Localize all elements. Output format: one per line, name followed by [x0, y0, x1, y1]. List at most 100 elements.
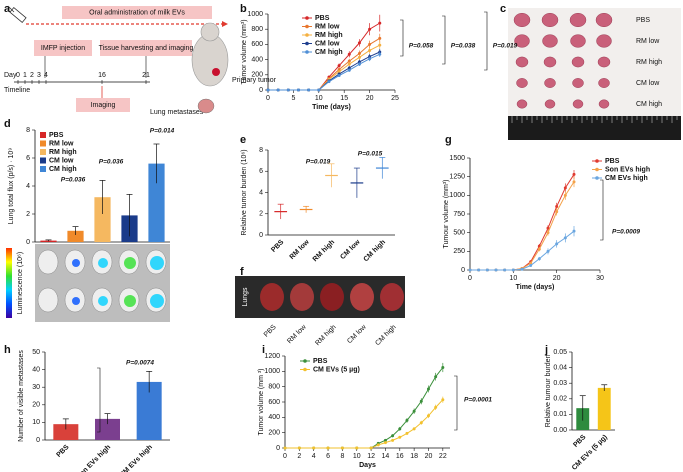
tumor: [570, 34, 586, 48]
y-tick-label: 800: [268, 384, 280, 391]
y-tick-label: 0.00: [553, 427, 567, 434]
y-tick-label: 4: [26, 183, 30, 190]
significance-bracket: [400, 19, 404, 57]
point: [307, 88, 311, 92]
y-axis-label: Relative tumor burden (10⁶): [241, 149, 248, 235]
legend-swatch: [40, 140, 46, 147]
point: [283, 446, 287, 450]
imaging-box: [76, 98, 130, 112]
x-tick-label: 10: [315, 95, 323, 102]
point: [391, 438, 395, 442]
x-tick-label: 20: [425, 453, 433, 460]
x-axis-label: Days: [359, 462, 376, 469]
x-tick-label: 2: [297, 453, 301, 460]
legend-label: RM low: [49, 140, 74, 147]
signal: [124, 295, 136, 307]
point: [503, 268, 507, 272]
day-number: 1: [23, 72, 27, 79]
point: [529, 261, 533, 265]
annotation: P=0.038: [451, 43, 476, 50]
y-tick-label: 400: [251, 56, 263, 63]
day-text: Day: [4, 72, 17, 79]
y-tick-label: 250: [453, 248, 465, 255]
bar: [597, 387, 611, 430]
point: [426, 414, 430, 418]
legend-marker: [595, 159, 599, 163]
panel-label: a: [4, 3, 11, 15]
point: [357, 55, 361, 59]
legend-marker: [305, 16, 309, 20]
signal: [98, 258, 108, 268]
tumor: [598, 78, 610, 88]
signal: [98, 296, 108, 306]
point: [340, 446, 344, 450]
annotation: P=0.014: [150, 128, 175, 135]
point: [572, 172, 576, 176]
point: [563, 193, 567, 197]
series-line: [268, 53, 380, 91]
significance-bracket: [454, 375, 458, 431]
x-tick-label: 16: [396, 453, 404, 460]
point: [419, 421, 423, 425]
annotation: P=0.019: [493, 43, 518, 50]
x-tick-label: 18: [410, 453, 418, 460]
point: [347, 68, 351, 72]
tumor: [572, 78, 584, 88]
legend-label: CM low: [315, 40, 340, 47]
day-number: 4: [44, 72, 48, 79]
bar: [67, 230, 84, 242]
y-tick-label: 40: [32, 366, 40, 373]
point: [434, 405, 438, 409]
point: [368, 57, 372, 61]
y-tick-label: 30: [32, 384, 40, 391]
point: [537, 247, 541, 251]
legend-label: Son EVs high: [605, 166, 650, 173]
point: [441, 398, 445, 402]
tumor: [513, 12, 531, 28]
lung-sample: [320, 283, 344, 311]
y-tick-label: 6: [26, 155, 30, 162]
bar: [95, 418, 120, 440]
annotation: P=0.036: [61, 177, 86, 184]
day-number: 16: [98, 72, 106, 79]
y-tick-label: 1250: [449, 174, 465, 181]
point: [477, 268, 481, 272]
tumor-label: PBS: [636, 17, 650, 24]
tumor: [514, 34, 530, 48]
y-axis-label: Relative tumour burden: [545, 355, 552, 428]
point: [347, 52, 351, 56]
panel-label: b: [240, 3, 247, 15]
annotation: P=0.058: [409, 43, 434, 50]
point: [529, 264, 533, 268]
y-tick-label: 4: [259, 189, 263, 196]
y-tick-label: 1000: [247, 11, 263, 18]
x-tick-label: 22: [439, 453, 447, 460]
point: [546, 249, 550, 253]
legend-label: RM high: [315, 32, 343, 39]
y-tick-label: 2: [26, 211, 30, 218]
tumor: [542, 34, 558, 48]
oral-box: [62, 6, 212, 19]
lung-sample: [380, 283, 404, 311]
tumor-label: RM high: [636, 59, 662, 66]
y-tick-label: 500: [453, 230, 465, 237]
point: [357, 52, 361, 56]
harvest-box: [100, 40, 192, 56]
panel-label: f: [240, 266, 244, 278]
point: [383, 438, 387, 442]
legend-marker: [595, 167, 599, 172]
y-tick-label: 600: [268, 399, 280, 406]
signal: [72, 297, 80, 305]
point: [398, 435, 402, 439]
point: [296, 88, 300, 92]
day-number: 0: [16, 72, 20, 79]
bar: [53, 424, 79, 440]
x-tick-label: 4: [312, 453, 316, 460]
tumor-label: CM low: [636, 80, 660, 87]
panel-label: i: [262, 344, 265, 356]
point: [563, 186, 567, 190]
point: [347, 66, 351, 70]
lung-sample: [290, 283, 314, 311]
point: [369, 446, 373, 450]
